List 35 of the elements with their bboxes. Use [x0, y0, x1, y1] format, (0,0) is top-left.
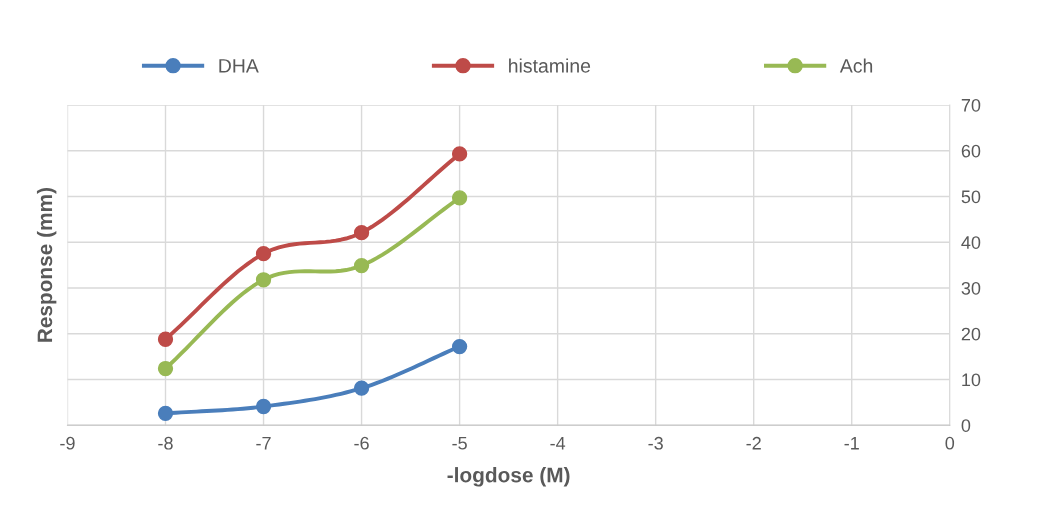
point	[157, 331, 174, 347]
y-tick-label: 50	[961, 190, 981, 204]
x-tick-label: -2	[746, 436, 761, 450]
y-tick-label: 40	[961, 236, 981, 249]
point	[451, 190, 468, 206]
legend-label: histamine	[509, 58, 591, 73]
x-tick-label: -5	[452, 437, 467, 450]
point	[255, 398, 272, 415]
point	[451, 146, 468, 162]
x-tick-label: -9	[60, 436, 75, 450]
point	[157, 360, 174, 377]
x-tick-label: -6	[354, 436, 369, 450]
x-axis-title: -logdose (M)	[447, 467, 570, 487]
x-tick-label: -7	[256, 437, 271, 450]
y-tick-label: 30	[961, 281, 981, 295]
x-tick-label: -3	[648, 436, 663, 450]
point	[353, 257, 370, 274]
y-tick-label: 10	[962, 373, 981, 387]
y-axis-title: Response (mm)	[36, 188, 57, 342]
x-tick-label: -1	[844, 437, 859, 450]
legend-label: DHA	[219, 59, 259, 73]
x-tick-label: -8	[158, 436, 173, 450]
point	[353, 380, 370, 396]
point	[353, 225, 370, 241]
point	[255, 246, 272, 262]
y-tick-label: 20	[961, 327, 981, 341]
y-tick-label: 70	[961, 98, 981, 112]
legend-label: Ach	[839, 58, 873, 73]
x-tick-label: 0	[945, 436, 955, 450]
x-tick-label: -4	[550, 437, 566, 450]
point	[451, 338, 468, 355]
point	[157, 405, 174, 421]
y-tick-label: 60	[961, 144, 981, 158]
y-tick-label: 0	[961, 419, 971, 432]
point	[255, 272, 272, 288]
